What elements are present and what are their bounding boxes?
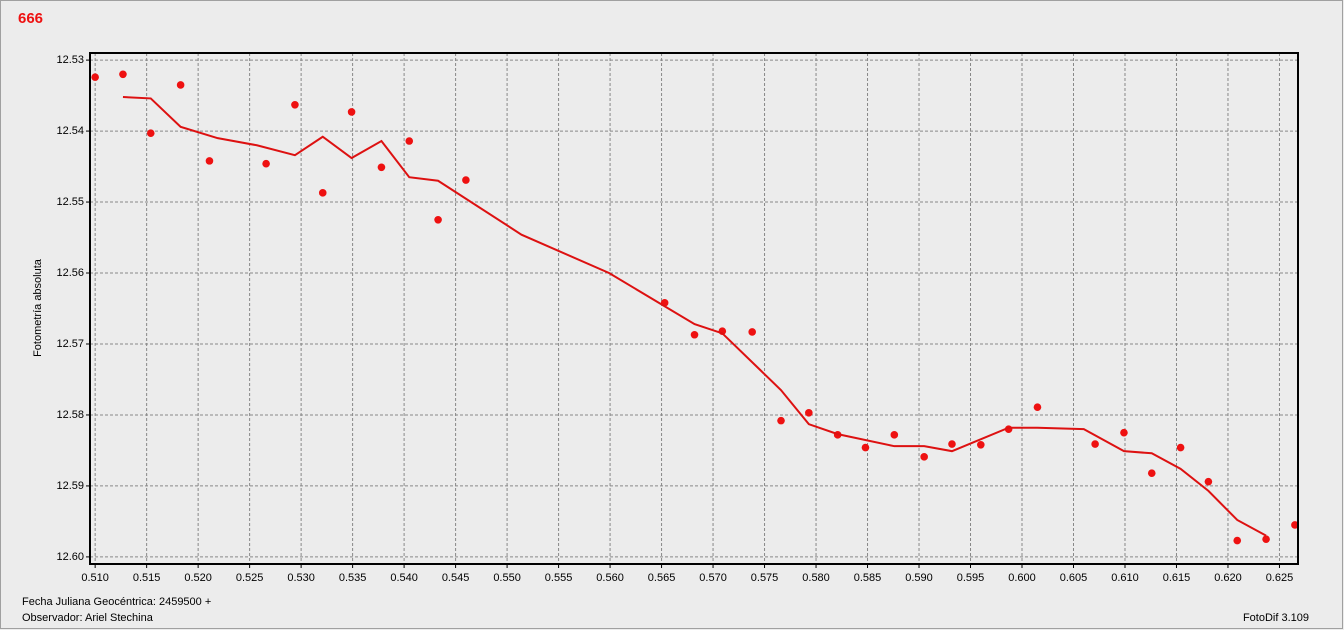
y-tick-label: 12.58	[56, 409, 84, 421]
x-tick-label: 0.550	[493, 572, 521, 584]
plot-frame	[89, 52, 1299, 565]
data-line	[122, 96, 1267, 537]
y-tick-label: 12.60	[56, 551, 84, 563]
y-tick-label: 12.56	[56, 267, 84, 279]
chart-title: 666	[18, 10, 43, 27]
x-tick-label: 0.615	[1163, 572, 1191, 584]
data-point	[748, 328, 756, 336]
x-tick-label: 0.575	[751, 572, 779, 584]
x-tick-label: 0.510	[81, 572, 109, 584]
data-point	[948, 440, 956, 448]
x-axis-label: Fecha Juliana Geocéntrica: 2459500 +	[22, 596, 211, 608]
data-point	[977, 440, 985, 449]
data-point	[176, 81, 185, 89]
x-tick-label: 0.580	[802, 572, 830, 584]
data-point	[690, 330, 699, 339]
x-tick-label: 0.515	[133, 572, 161, 584]
y-tick-label: 12.57	[56, 338, 84, 350]
x-tick-label: 0.530	[287, 572, 315, 584]
data-point	[347, 108, 356, 116]
y-tick-label: 12.59	[56, 480, 84, 492]
data-point	[805, 409, 813, 417]
data-point	[318, 189, 327, 197]
version: FotoDif 3.109	[1243, 612, 1309, 624]
data-point	[1147, 469, 1156, 477]
y-axis-label: Fotometría absoluta	[32, 258, 44, 357]
x-tick-label: 0.535	[339, 572, 367, 584]
x-tick-label: 0.555	[545, 572, 573, 584]
x-tick-label: 0.600	[1008, 572, 1036, 584]
data-point	[890, 431, 899, 439]
data-point	[377, 163, 386, 172]
data-point	[434, 215, 442, 224]
data-point	[405, 137, 414, 145]
observer: Observador: Ariel Stechina	[22, 612, 154, 624]
data-point	[291, 101, 299, 109]
x-tick-label: 0.610	[1111, 572, 1139, 584]
data-point	[861, 443, 870, 452]
data-point	[119, 70, 127, 79]
y-tick-label: 12.54	[56, 125, 84, 137]
x-tick-label: 0.585	[854, 572, 882, 584]
x-tick-label: 0.595	[957, 572, 985, 584]
data-point	[777, 416, 785, 425]
data-point	[920, 453, 928, 461]
data-point	[1204, 477, 1213, 486]
data-point	[1120, 428, 1128, 437]
y-tick-label: 12.55	[56, 196, 84, 208]
plot: 12.53 12.54 12.55 12.56 12.57 12.58 12.59 12.60…	[56, 53, 1299, 584]
x-tick-label: 0.590	[905, 572, 933, 584]
data-point	[1091, 440, 1099, 448]
y-tick-label: 12.53	[56, 54, 84, 66]
data-point	[1176, 443, 1185, 452]
x-tick-label: 0.620	[1214, 572, 1242, 584]
x-tick-label: 0.625	[1266, 572, 1294, 584]
data-point	[91, 73, 99, 81]
x-tick-label: 0.525	[236, 572, 264, 584]
x-tick-label: 0.565	[648, 572, 676, 584]
x-tick-label: 0.570	[699, 572, 727, 584]
x-tick-label: 0.520	[184, 572, 212, 584]
data-point	[1033, 403, 1042, 411]
data-point	[1262, 535, 1270, 543]
data-point	[146, 129, 155, 137]
data-point	[205, 157, 214, 165]
data-point	[1291, 521, 1299, 529]
x-tick-label: 0.605	[1060, 572, 1088, 584]
x-tick-label: 0.540	[390, 572, 418, 584]
x-tick-label: 0.560	[596, 572, 624, 584]
x-tick-label: 0.545	[442, 572, 470, 584]
data-point	[1233, 536, 1242, 545]
data-point	[262, 159, 270, 168]
data-point	[462, 176, 470, 184]
